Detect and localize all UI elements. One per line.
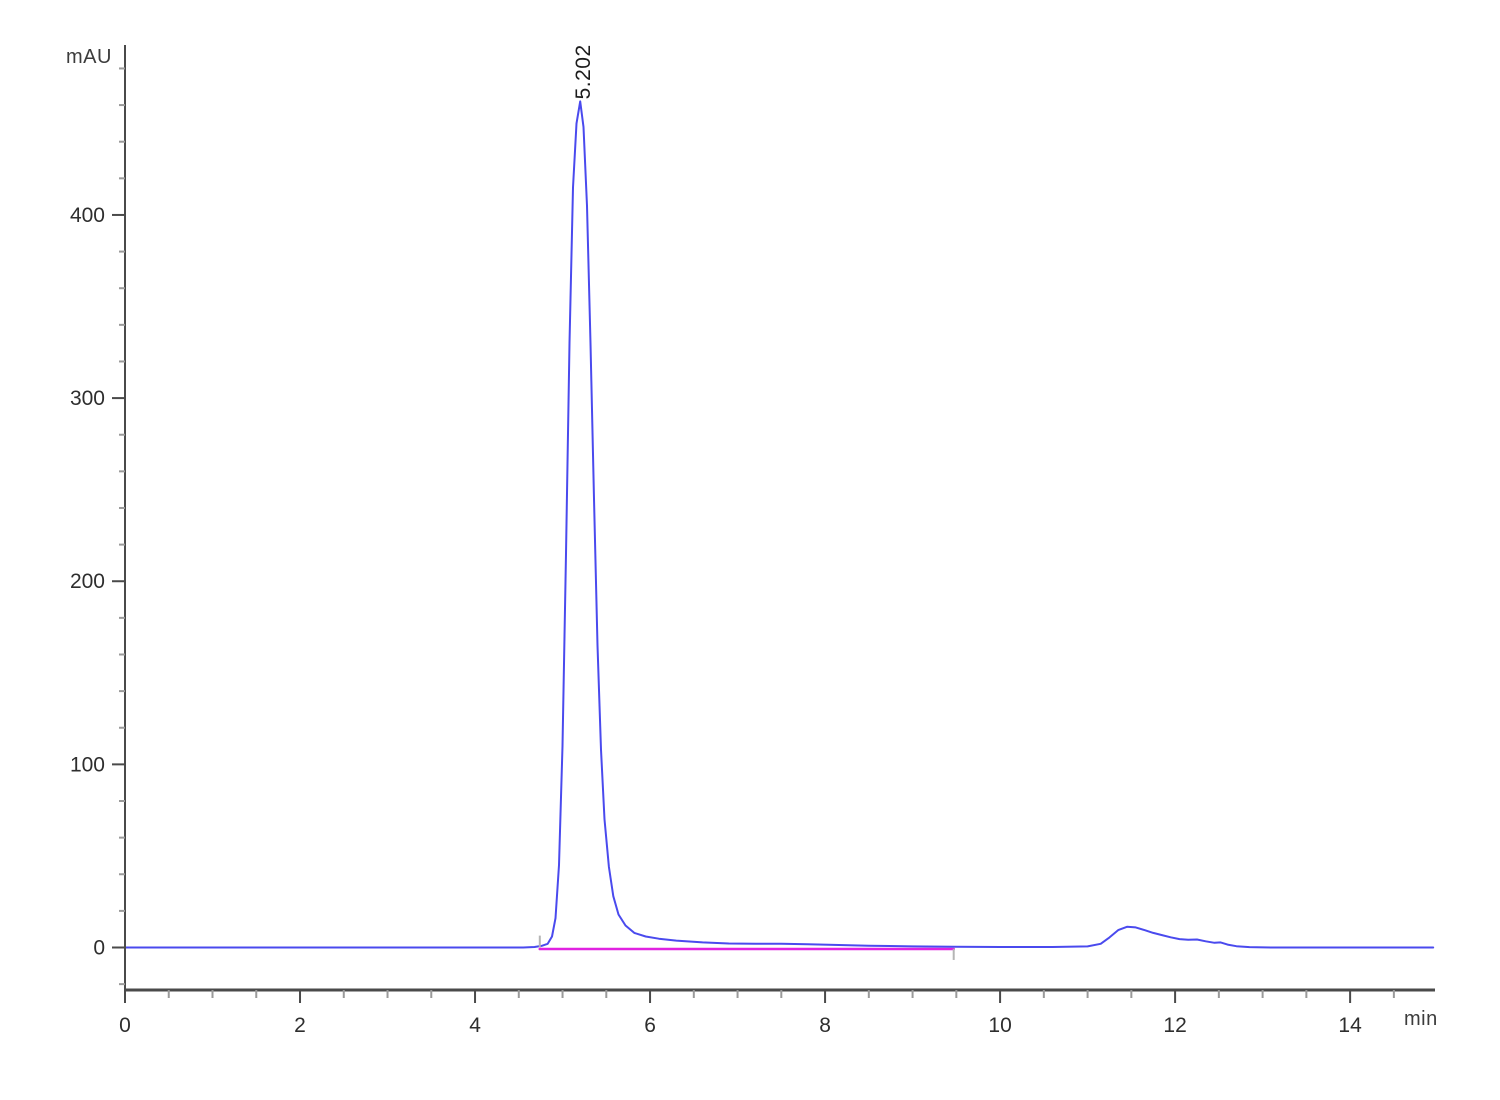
y-tick-label: 100: [70, 753, 105, 776]
x-tick-label: 0: [119, 1014, 131, 1037]
y-tick-label: 200: [70, 570, 105, 593]
y-axis-unit-label: mAU: [66, 46, 112, 68]
x-tick-label: 2: [294, 1014, 306, 1037]
x-tick-label: 4: [469, 1014, 481, 1037]
detector-signal-trace: [124, 100, 1435, 949]
x-tick-label: 14: [1338, 1014, 1362, 1037]
x-tick-label: 12: [1163, 1014, 1186, 1037]
y-tick-label: 400: [70, 204, 105, 227]
x-tick-label: 8: [819, 1014, 831, 1037]
y-tick-label: 0: [93, 937, 105, 960]
y-tick-label: 300: [70, 387, 105, 410]
x-tick-label: 6: [644, 1014, 656, 1037]
peak-retention-time-label: 5.202: [572, 44, 595, 99]
x-axis-unit-label: min: [1404, 1008, 1438, 1030]
x-tick-label: 10: [988, 1014, 1011, 1037]
